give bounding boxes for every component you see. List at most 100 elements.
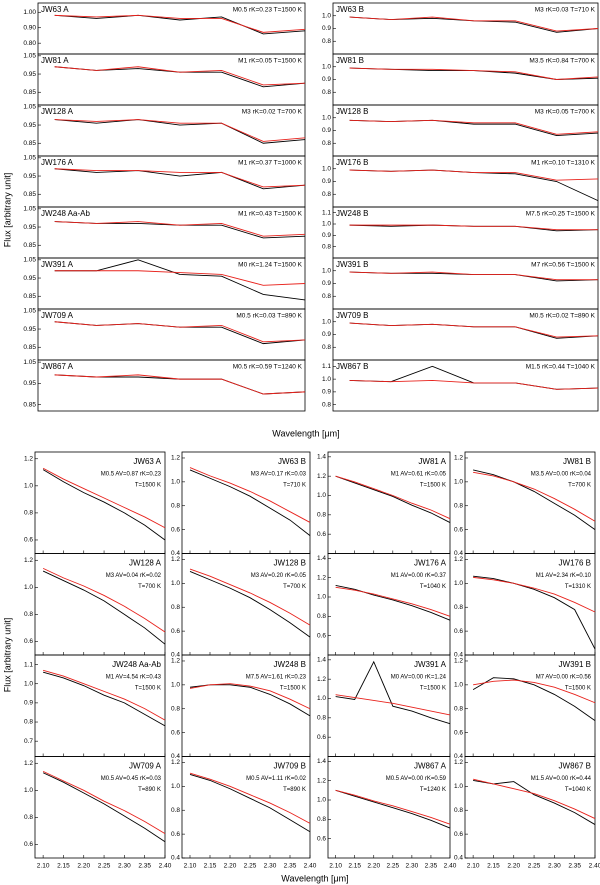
- spectrum-line: [54, 221, 306, 239]
- panel-label: JW867 A: [41, 362, 74, 371]
- y-tick-label: 1.2: [317, 777, 326, 784]
- y-tick-label: 0.8: [317, 715, 326, 722]
- y-tick-label: 1.0: [24, 680, 33, 687]
- x-tick-label: 2.10: [184, 863, 197, 870]
- y-tick-label: 1.0: [317, 797, 326, 804]
- panel-params: M0 AV=0.00 rK=1.24: [391, 675, 447, 681]
- y-tick-label: 1.0: [171, 479, 180, 486]
- panel-params: M1 AV=2.34 rK=0.10: [536, 573, 592, 579]
- panel-params: T=1040 K: [565, 787, 591, 793]
- spectrum-line: [335, 789, 451, 825]
- panel-label: JW248 Aa-Ab: [41, 209, 90, 218]
- panel-params: T=1500 K: [280, 686, 306, 692]
- y-tick-label: 0.8: [322, 140, 331, 147]
- panel-params: T=1040 K: [420, 584, 446, 590]
- x-tick-label: 2.25: [386, 863, 399, 870]
- panel-frame: [327, 756, 451, 859]
- panel-frame: [464, 451, 596, 554]
- spectrum-line: [54, 14, 306, 35]
- y-tick-label: 0.95: [23, 275, 36, 282]
- y-tick-label: 0.6: [454, 526, 463, 533]
- y-tick-label: 0.6: [171, 831, 180, 838]
- spectrum-line: [349, 271, 598, 281]
- panel-params: T=700 K: [568, 483, 591, 489]
- y-tick-label: 1.2: [454, 759, 463, 766]
- y-axis-label: Flux [arbitrary unit]: [2, 618, 12, 693]
- panel-label: JW128 B: [336, 107, 368, 116]
- panel-params: M7.5 AV=1.61 rK=0.23: [246, 675, 307, 681]
- y-tick-label: 1.0: [322, 165, 331, 172]
- y-tick-label: 0.6: [317, 531, 326, 538]
- x-tick-label: 2.15: [487, 863, 500, 870]
- panel-params: M3 rK=0.05 T=700 K: [535, 109, 596, 116]
- y-tick-label: 1.05: [23, 206, 36, 213]
- panel-params: T=890 K: [283, 787, 306, 793]
- y-tick-label: 0.4: [454, 753, 463, 760]
- y-tick-label: 1.05: [23, 104, 36, 111]
- y-tick-label: 0.4: [171, 855, 180, 862]
- panel-params: M7 AV=0.00 rK=0.56: [536, 675, 592, 681]
- y-tick-label: 0.8: [322, 38, 331, 45]
- x-tick-label: 2.15: [204, 863, 217, 870]
- y-tick-label: 0.8: [24, 611, 33, 618]
- y-tick-label: 0.8: [171, 705, 180, 712]
- spectrum-line: [349, 169, 599, 181]
- y-tick-label: 0.8: [322, 293, 331, 300]
- panel-frame: [34, 451, 166, 554]
- spectrum-line: [349, 169, 599, 202]
- y-tick-label: 0.9: [322, 178, 331, 185]
- y-tick-label: 0.6: [454, 831, 463, 838]
- y-tick-label: 0.8: [454, 604, 463, 611]
- panel-frame: [181, 451, 311, 554]
- spectrum-line: [335, 694, 451, 716]
- x-tick-label: 2.30: [548, 863, 561, 870]
- panel-params: M1.5 rK=0.44 T=1040 K: [526, 364, 596, 371]
- panel-params: M1.5 AV=0.00 rK=0.44: [531, 776, 592, 782]
- spectrum-line: [473, 469, 596, 530]
- panel-params: M0.5 AV=0.45 rK=0.03: [101, 776, 162, 782]
- panel-frame: [34, 654, 166, 757]
- spectrum-line: [42, 469, 166, 541]
- y-tick-label: 1.0: [24, 787, 33, 794]
- y-tick-label: 1.0: [322, 267, 331, 274]
- x-tick-label: 2.40: [589, 863, 600, 870]
- panel-label: JW391 A: [41, 260, 74, 269]
- x-tick-label: 2.40: [304, 863, 317, 870]
- spectrum-line: [43, 669, 166, 721]
- y-tick-label: 0.8: [454, 502, 463, 509]
- spectrum-line: [42, 567, 166, 633]
- x-tick-label: 2.30: [264, 863, 277, 870]
- y-tick-label: 1.0: [454, 783, 463, 790]
- y-tick-label: 0.95: [23, 122, 36, 129]
- y-tick-label: 1.2: [24, 455, 33, 462]
- x-tick-label: 2.40: [444, 863, 457, 870]
- x-tick-label: 2.40: [159, 863, 172, 870]
- spectrum-line: [473, 679, 596, 704]
- y-tick-label: 1.05: [23, 308, 36, 315]
- panel-params: M1 rK=0.10 T=1310 K: [531, 160, 596, 167]
- panel-params: M3.5 AV=0.00 rK=0.04: [531, 472, 592, 478]
- panel-params: T=1500 K: [420, 483, 446, 489]
- panel-params: M3 rK=0.02 T=700 K: [242, 109, 303, 116]
- y-tick-label: 0.8: [24, 814, 33, 821]
- panel-params: M3.5 rK=0.84 T=700 K: [529, 58, 595, 65]
- spectrum-line: [54, 119, 306, 144]
- y-tick-label: 1.0: [24, 584, 33, 591]
- panel-params: M1 AV=4.54 rK=0.43: [106, 675, 162, 681]
- y-tick-label: 0.8: [171, 807, 180, 814]
- y-tick-label: 1.05: [23, 53, 36, 60]
- spectrum-line: [349, 16, 599, 32]
- y-tick-label: 0.9: [322, 331, 331, 338]
- spectrum-line: [335, 586, 451, 617]
- panel-params: M3 AV=0.17 rK=0.03: [251, 472, 307, 478]
- panel-params: M3 AV=0.04 rK=0.02: [106, 573, 162, 579]
- y-tick-label: 1.2: [317, 676, 326, 683]
- panel-label: JW63 A: [133, 457, 161, 466]
- y-tick-label: 1.0: [322, 63, 331, 70]
- spectrum-line: [189, 568, 311, 626]
- y-tick-label: 0.6: [24, 638, 33, 645]
- x-tick-label: 2.30: [118, 863, 131, 870]
- y-tick-label: 0.8: [171, 502, 180, 509]
- y-tick-label: 0.8: [322, 89, 331, 96]
